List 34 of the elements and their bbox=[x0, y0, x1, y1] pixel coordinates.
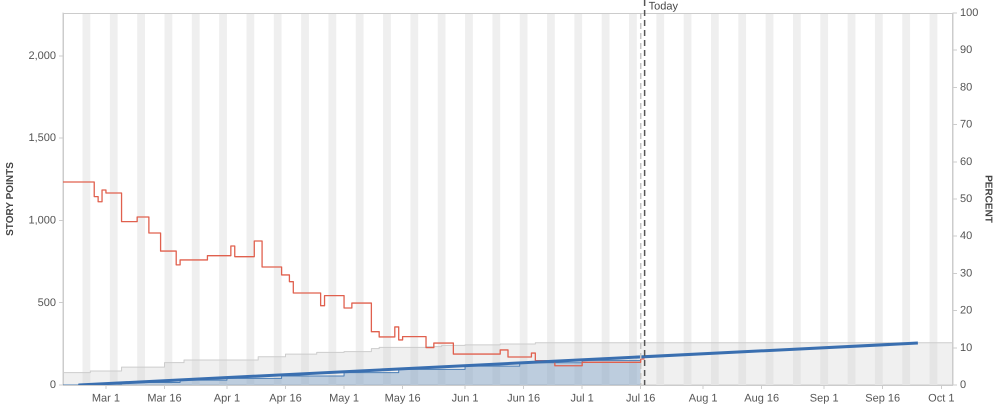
y-tick-label: 1,000 bbox=[28, 214, 56, 226]
x-tick-label: Jul 16 bbox=[626, 392, 656, 405]
x-tick-label: Sep 16 bbox=[865, 392, 900, 405]
x-tick-label: Apr 1 bbox=[214, 392, 240, 405]
y-axis-title: STORY POINTS bbox=[4, 162, 16, 236]
y-tick-label: 2,000 bbox=[28, 50, 56, 62]
x-tick-label: Oct 1 bbox=[928, 392, 954, 405]
x-tick-label: Aug 1 bbox=[688, 392, 718, 405]
ref-line-label: Today bbox=[648, 0, 678, 13]
x-tick-label: May 16 bbox=[384, 392, 421, 405]
y2-tick-label: 40 bbox=[960, 230, 972, 242]
x-tick-label: Mar 16 bbox=[147, 392, 182, 405]
y2-tick-label: 30 bbox=[960, 267, 972, 280]
y-tick-label: 500 bbox=[38, 296, 56, 309]
y2-tick-label: 10 bbox=[960, 342, 972, 354]
y2-tick-label: 60 bbox=[960, 156, 972, 168]
y2-tick-label: 50 bbox=[960, 193, 972, 206]
x-tick-label: Jun 1 bbox=[452, 392, 479, 405]
x-tick-label: Jun 16 bbox=[507, 392, 540, 405]
x-tick-label: Mar 1 bbox=[92, 392, 120, 405]
y2-axis-title: PERCENT bbox=[982, 175, 994, 223]
x-tick-label: Aug 16 bbox=[744, 392, 780, 405]
y2-tick-label: 20 bbox=[960, 304, 972, 317]
y2-tick-label: 100 bbox=[960, 7, 978, 20]
y2-tick-label: 90 bbox=[960, 44, 972, 56]
y2-tick-label: 70 bbox=[960, 118, 972, 131]
x-tick-label: Apr 16 bbox=[269, 392, 302, 405]
y-tick-label: 0 bbox=[50, 379, 56, 392]
x-tick-label: May 1 bbox=[329, 392, 360, 405]
y-tick-label: 1,500 bbox=[28, 132, 56, 144]
x-tick-label: Jul 1 bbox=[570, 392, 594, 405]
y2-tick-label: 80 bbox=[960, 81, 972, 94]
x-tick-label: Sep 1 bbox=[810, 392, 839, 405]
y2-tick-label: 0 bbox=[960, 379, 966, 392]
